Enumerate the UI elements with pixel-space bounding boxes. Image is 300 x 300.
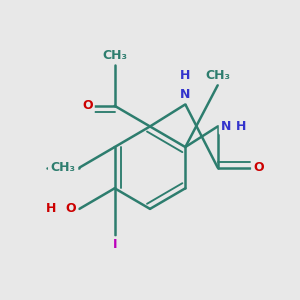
Text: CH₃: CH₃ — [205, 69, 230, 82]
Text: H: H — [236, 120, 246, 133]
Text: O: O — [253, 161, 264, 174]
Text: O: O — [82, 99, 93, 112]
Text: CH₃: CH₃ — [50, 161, 75, 174]
Text: H: H — [45, 202, 56, 215]
Text: CH₃: CH₃ — [102, 49, 127, 62]
Text: O: O — [66, 161, 76, 174]
Text: N: N — [221, 120, 231, 133]
Text: N: N — [180, 88, 190, 101]
Text: I: I — [112, 238, 117, 251]
Text: H: H — [180, 69, 190, 82]
Text: O: O — [66, 202, 76, 215]
